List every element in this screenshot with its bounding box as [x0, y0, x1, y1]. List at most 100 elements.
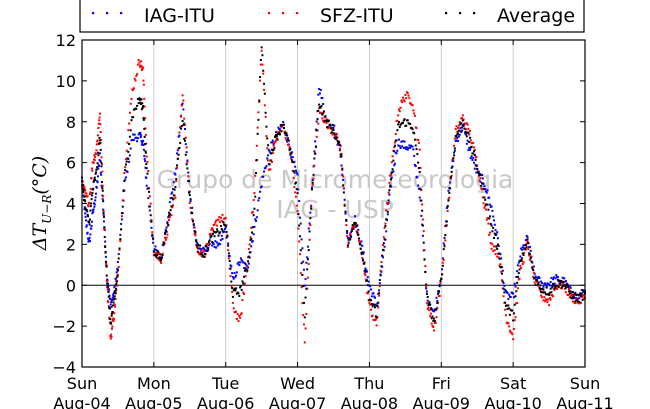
data-point — [525, 242, 528, 245]
data-point — [91, 212, 94, 215]
data-point — [129, 102, 132, 105]
data-point — [521, 252, 524, 255]
data-point — [92, 208, 95, 211]
data-point — [390, 171, 393, 174]
data-point — [299, 272, 302, 275]
data-point — [473, 149, 476, 152]
data-point — [457, 126, 460, 129]
data-point — [553, 287, 556, 290]
data-point — [339, 144, 342, 147]
data-point — [120, 212, 123, 215]
x-tick-date: Aug-07 — [269, 394, 326, 409]
data-point — [113, 286, 116, 289]
data-point — [540, 281, 543, 284]
data-point — [277, 126, 280, 129]
data-point — [442, 248, 445, 251]
data-point — [251, 211, 254, 214]
data-point — [393, 146, 396, 149]
data-point — [544, 282, 547, 285]
data-point — [266, 147, 269, 150]
data-point — [123, 171, 126, 174]
data-point — [183, 117, 186, 120]
y-label-subscript: U−R — [40, 195, 54, 224]
data-point — [259, 59, 262, 62]
data-point — [152, 250, 155, 253]
data-point — [326, 120, 329, 123]
data-point — [96, 139, 99, 142]
data-point — [96, 134, 99, 137]
data-point — [342, 191, 345, 194]
data-point — [411, 128, 414, 131]
data-point — [571, 297, 574, 300]
data-point — [457, 132, 460, 135]
data-point — [142, 148, 145, 151]
data-point — [564, 286, 567, 289]
data-point — [575, 297, 578, 300]
data-point — [112, 304, 115, 307]
data-point — [84, 200, 87, 203]
data-point — [497, 244, 500, 247]
data-point — [320, 112, 323, 115]
data-point — [108, 288, 111, 291]
data-point — [100, 162, 103, 165]
data-point — [188, 201, 191, 204]
data-point — [114, 284, 117, 287]
data-point — [187, 179, 190, 182]
data-point — [96, 162, 99, 165]
data-point — [262, 175, 265, 178]
data-point — [264, 111, 267, 114]
data-point — [261, 63, 264, 66]
data-point — [185, 146, 188, 149]
data-point — [349, 234, 352, 237]
data-point — [310, 205, 313, 208]
data-point — [99, 123, 102, 126]
data-point — [260, 185, 263, 188]
data-point — [544, 291, 547, 294]
data-point — [85, 208, 88, 211]
data-point — [493, 223, 496, 226]
data-point — [226, 234, 229, 237]
data-point — [212, 243, 215, 246]
data-point — [293, 171, 296, 174]
data-point — [449, 187, 452, 190]
data-point — [166, 221, 169, 224]
data-point — [572, 294, 575, 297]
data-point — [457, 135, 460, 138]
data-point — [511, 333, 514, 336]
data-point — [405, 146, 408, 149]
data-point — [382, 248, 385, 251]
data-point — [233, 272, 236, 275]
data-point — [102, 195, 105, 198]
data-point — [298, 253, 301, 256]
data-point — [393, 144, 396, 147]
data-point — [128, 135, 131, 138]
data-point — [482, 202, 485, 205]
data-point — [375, 324, 378, 327]
data-point — [481, 196, 484, 199]
data-point — [331, 133, 334, 136]
data-point — [275, 133, 278, 136]
x-tick-date: Aug-08 — [341, 394, 398, 409]
data-point — [420, 199, 423, 202]
data-point — [469, 157, 472, 160]
data-point — [241, 299, 244, 302]
data-point — [437, 292, 440, 295]
data-point — [557, 285, 560, 288]
data-point — [550, 291, 553, 294]
data-point — [568, 296, 571, 299]
data-point — [452, 157, 455, 160]
data-point — [295, 204, 298, 207]
data-point — [305, 312, 308, 315]
data-point — [289, 153, 292, 156]
data-point — [441, 261, 444, 264]
data-point — [310, 207, 313, 210]
data-point — [493, 249, 496, 252]
data-point — [437, 290, 440, 293]
data-point — [279, 128, 282, 131]
data-point — [156, 254, 159, 257]
data-point — [261, 54, 264, 57]
data-point — [308, 222, 311, 225]
data-point — [182, 108, 185, 111]
data-point — [92, 161, 95, 164]
data-point — [364, 270, 367, 273]
